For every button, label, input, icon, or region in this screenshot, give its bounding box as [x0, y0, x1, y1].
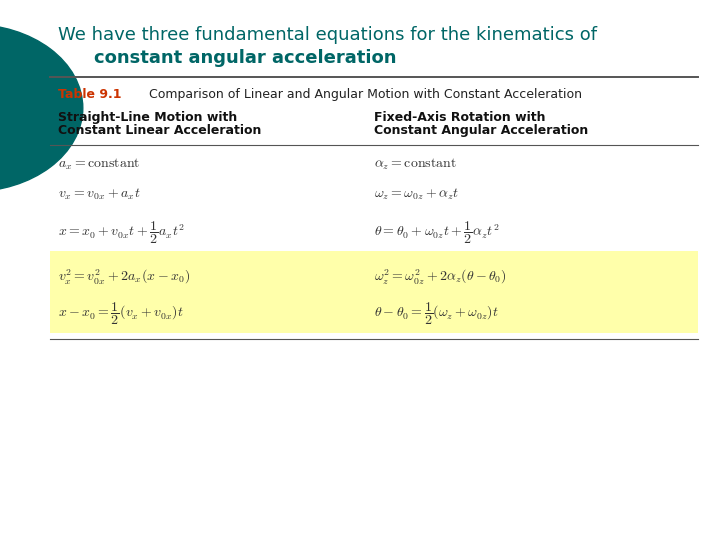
Text: $\alpha_z = \mathrm{constant}$: $\alpha_z = \mathrm{constant}$	[374, 157, 457, 172]
Text: Constant Angular Acceleration: Constant Angular Acceleration	[374, 124, 589, 137]
Text: $\omega_z^2 = \omega_{0z}^2 + 2\alpha_z(\theta - \theta_0)$: $\omega_z^2 = \omega_{0z}^2 + 2\alpha_z(…	[374, 268, 507, 286]
Text: $\theta = \theta_0 + \omega_{0z}t + \dfrac{1}{2}\alpha_z t^2$: $\theta = \theta_0 + \omega_{0z}t + \dfr…	[374, 220, 500, 246]
Text: $v_x^2 = v_{0x}^2 + 2a_x(x - x_0)$: $v_x^2 = v_{0x}^2 + 2a_x(x - x_0)$	[58, 268, 189, 286]
Text: Straight-Line Motion with: Straight-Line Motion with	[58, 111, 237, 124]
Text: Fixed-Axis Rotation with: Fixed-Axis Rotation with	[374, 111, 546, 124]
Text: constant angular acceleration: constant angular acceleration	[94, 49, 396, 67]
Text: $x - x_0 = \dfrac{1}{2}(v_x + v_{0x})t$: $x - x_0 = \dfrac{1}{2}(v_x + v_{0x})t$	[58, 301, 184, 327]
FancyBboxPatch shape	[50, 251, 698, 333]
Text: $v_x = v_{0x} + a_x t$: $v_x = v_{0x} + a_x t$	[58, 187, 140, 202]
Text: $\theta - \theta_0 = \dfrac{1}{2}(\omega_z + \omega_{0z})t$: $\theta - \theta_0 = \dfrac{1}{2}(\omega…	[374, 301, 499, 327]
Circle shape	[0, 24, 83, 192]
Text: $\omega_z = \omega_{0z} + \alpha_z t$: $\omega_z = \omega_{0z} + \alpha_z t$	[374, 187, 459, 202]
Text: Constant Linear Acceleration: Constant Linear Acceleration	[58, 124, 261, 137]
Text: $x = x_0 + v_{0x}t + \dfrac{1}{2}a_x t^2$: $x = x_0 + v_{0x}t + \dfrac{1}{2}a_x t^2…	[58, 220, 184, 246]
Text: $a_x = \mathrm{constant}$: $a_x = \mathrm{constant}$	[58, 157, 140, 172]
Text: Comparison of Linear and Angular Motion with Constant Acceleration: Comparison of Linear and Angular Motion …	[141, 88, 582, 101]
Text: We have three fundamental equations for the kinematics of: We have three fundamental equations for …	[58, 26, 597, 44]
Text: Table 9.1: Table 9.1	[58, 88, 121, 101]
